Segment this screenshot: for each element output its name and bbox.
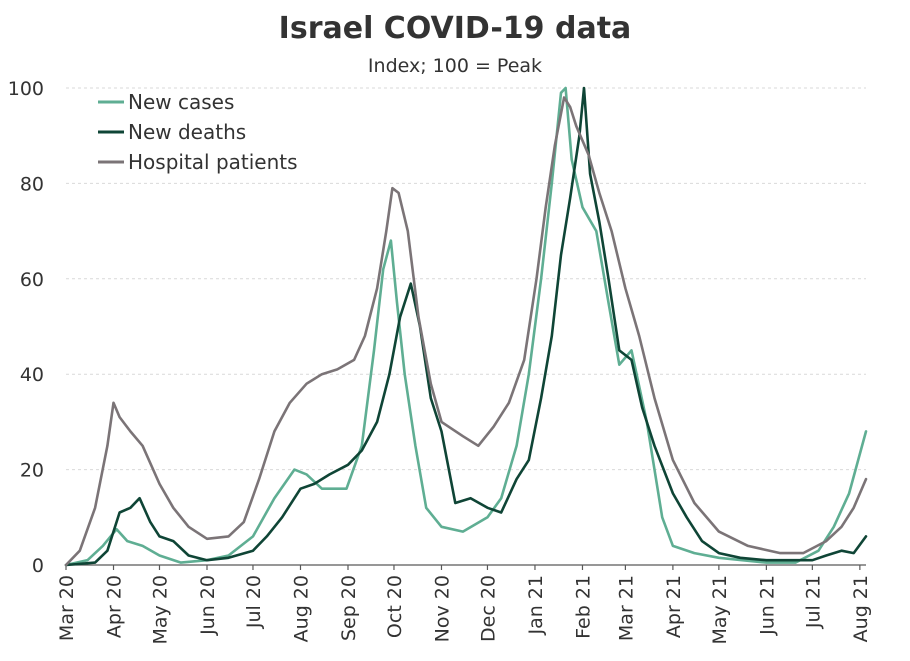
- x-tick-label: May 21: [709, 575, 731, 645]
- legend-label: New cases: [128, 90, 234, 114]
- legend-label: Hospital patients: [128, 150, 298, 174]
- y-tick-label: 40: [20, 364, 44, 386]
- y-tick-label: 20: [20, 460, 44, 482]
- y-tick-label: 100: [8, 78, 44, 100]
- x-tick-label: Mar 21: [615, 575, 637, 641]
- legend: New cases New deaths Hospital patients: [98, 90, 298, 174]
- x-tick-label: Apr 21: [663, 575, 685, 638]
- y-tick-label: 0: [32, 555, 44, 577]
- x-tick-label: Jan 21: [525, 575, 547, 636]
- chart-subtitle: Index; 100 = Peak: [368, 55, 542, 77]
- x-tick-label: Oct 20: [384, 575, 406, 638]
- series-lines: [64, 86, 868, 567]
- chart-title: Israel COVID-19 data: [279, 11, 632, 46]
- x-tick-label: Dec 20: [477, 575, 499, 642]
- x-tick-label: Apr 20: [104, 575, 126, 638]
- y-axis-ticks: 0 20 40 60 80 100: [8, 78, 44, 577]
- x-tick-label: Jul 20: [243, 575, 265, 629]
- series-line-new-deaths: [64, 86, 868, 567]
- x-tick-label: Mar 20: [56, 575, 78, 641]
- x-tick-label: Aug 21: [850, 575, 872, 642]
- x-tick-label: Jun 20: [197, 575, 219, 636]
- x-tick-label: Jul 21: [802, 575, 824, 629]
- x-tick-label: Feb 21: [572, 575, 594, 639]
- y-tick-label: 60: [20, 269, 44, 291]
- x-tick-label: May 20: [149, 575, 171, 645]
- x-tick-label: Sep 20: [338, 575, 360, 641]
- x-tick-label: Jun 21: [756, 575, 778, 636]
- series-line-hospital-patients: [64, 96, 868, 567]
- x-tick-label: Aug 20: [290, 575, 312, 642]
- y-tick-label: 80: [20, 173, 44, 195]
- x-tick-label: Nov 20: [431, 575, 453, 642]
- x-axis-ticks: Mar 20 Apr 20 May 20 Jun 20 Jul 20 Aug 20 Sep …: [56, 565, 872, 645]
- gridlines: [66, 87, 866, 471]
- legend-label: New deaths: [128, 120, 246, 144]
